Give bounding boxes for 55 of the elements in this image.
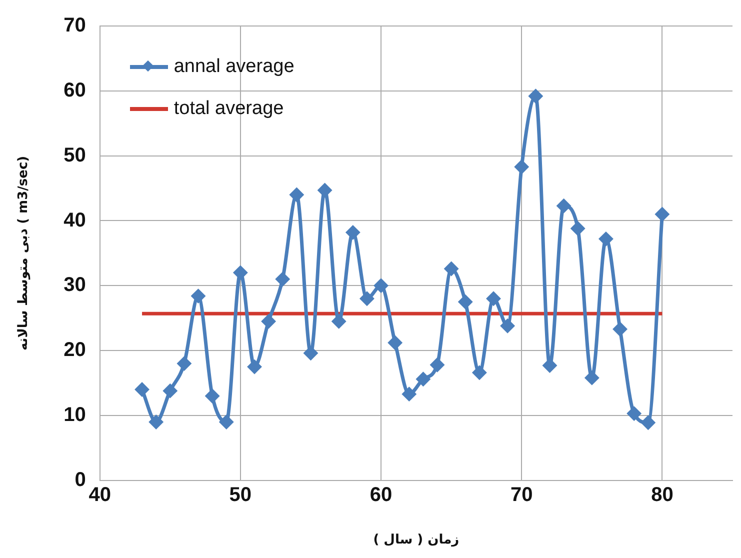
point: [458, 295, 472, 309]
y-axis-title: دبی متوسط سالانه ( m3/sec): [16, 156, 32, 351]
point: [430, 358, 444, 372]
y-tick-label: 40: [64, 209, 86, 232]
point: [585, 371, 599, 385]
point: [627, 406, 641, 420]
x-tick-label: 60: [370, 484, 392, 506]
point: [290, 188, 304, 202]
point: [192, 289, 206, 303]
point: [318, 183, 332, 197]
point: [542, 358, 556, 372]
y-tick-label: 20: [64, 339, 86, 362]
point: [500, 319, 514, 333]
point: [613, 322, 627, 336]
point: [557, 199, 571, 213]
point: [206, 389, 220, 403]
point: [514, 160, 528, 174]
legend-label: annal average: [174, 56, 294, 78]
point: [220, 415, 234, 429]
point: [571, 222, 585, 236]
y-tick-label: 70: [64, 14, 86, 37]
y-tick-label: 0: [74, 468, 86, 491]
point: [416, 372, 430, 386]
point: [472, 366, 486, 380]
point: [374, 278, 388, 292]
point: [149, 415, 163, 429]
x-tick-label: 70: [510, 484, 533, 506]
legend-label: total average: [174, 98, 284, 120]
x-tick-label: 80: [651, 484, 674, 506]
point: [528, 89, 542, 103]
point: [276, 272, 290, 286]
point: [360, 292, 374, 306]
point: [135, 382, 149, 396]
x-axis-title: زمان ( سال ): [373, 532, 460, 548]
point: [599, 232, 613, 246]
point: [304, 346, 318, 360]
x-tick-label: 50: [229, 484, 252, 506]
point: [332, 314, 346, 328]
point: [402, 387, 416, 401]
point: [262, 314, 276, 328]
point: [444, 262, 458, 276]
y-tick-label: 30: [64, 274, 86, 296]
point: [234, 266, 248, 280]
point: [388, 336, 402, 350]
point: [346, 226, 360, 240]
y-tick-label: 50: [64, 144, 86, 166]
point: [486, 292, 500, 306]
y-tick-label: 60: [64, 79, 86, 102]
point: [163, 384, 177, 398]
point: [655, 208, 669, 221]
point: [641, 416, 655, 430]
x-tick-label: 40: [88, 484, 111, 506]
y-tick-label: 10: [64, 404, 86, 426]
point: [248, 360, 262, 374]
point: [177, 356, 191, 370]
